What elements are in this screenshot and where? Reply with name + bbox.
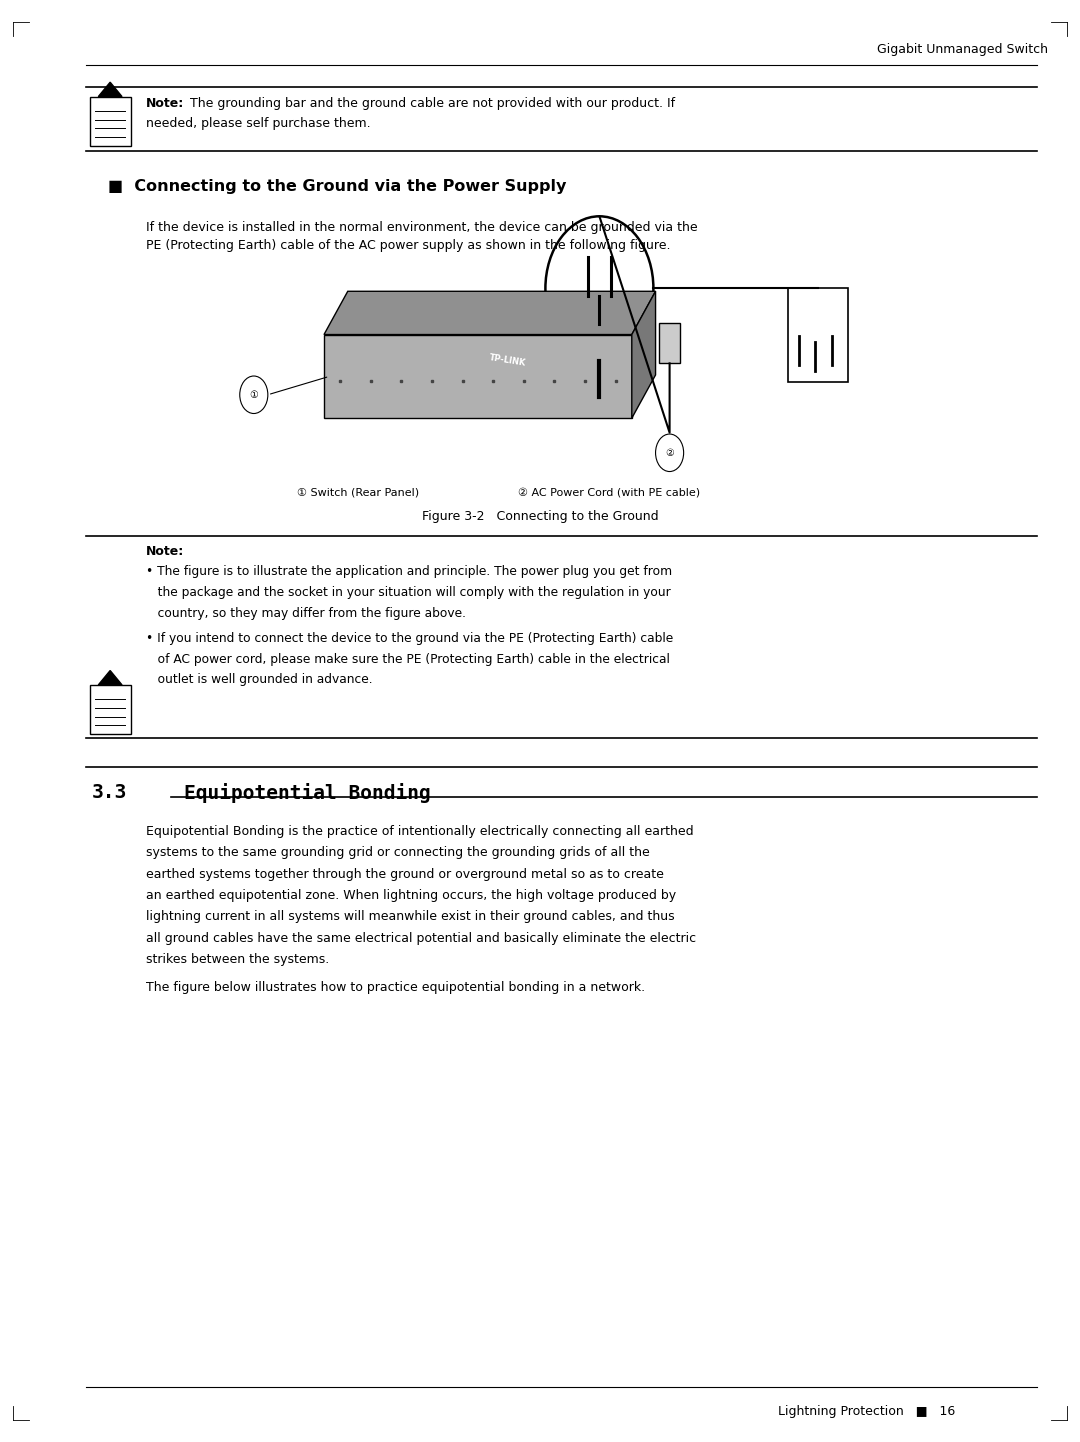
FancyBboxPatch shape <box>90 97 131 146</box>
Text: of AC power cord, please make sure the PE (Protecting Earth) cable in the electr: of AC power cord, please make sure the P… <box>146 652 670 666</box>
Text: ■  Connecting to the Ground via the Power Supply: ■ Connecting to the Ground via the Power… <box>108 179 566 193</box>
Text: earthed systems together through the ground or overground metal so as to create: earthed systems together through the gro… <box>146 868 664 881</box>
Text: ① Switch (Rear Panel): ① Switch (Rear Panel) <box>297 487 419 497</box>
Text: If the device is installed in the normal environment, the device can be grounded: If the device is installed in the normal… <box>146 221 698 234</box>
Text: Figure 3-2   Connecting to the Ground: Figure 3-2 Connecting to the Ground <box>421 510 659 523</box>
Text: • If you intend to connect the device to the ground via the PE (Protecting Earth: • If you intend to connect the device to… <box>146 632 673 645</box>
Text: Equipotential Bonding is the practice of intentionally electrically connecting a: Equipotential Bonding is the practice of… <box>146 825 693 838</box>
Text: 3.3: 3.3 <box>92 783 127 802</box>
Text: lightning current in all systems will meanwhile exist in their ground cables, an: lightning current in all systems will me… <box>146 910 674 923</box>
Text: an earthed equipotential zone. When lightning occurs, the high voltage produced : an earthed equipotential zone. When ligh… <box>146 888 676 901</box>
Text: needed, please self purchase them.: needed, please self purchase them. <box>146 117 370 130</box>
Polygon shape <box>324 335 632 418</box>
Text: ①: ① <box>249 389 258 399</box>
Text: ② AC Power Cord (with PE cable): ② AC Power Cord (with PE cable) <box>518 487 701 497</box>
Text: Note:: Note: <box>146 97 184 110</box>
Text: TP-LINK: TP-LINK <box>488 353 527 368</box>
Text: all ground cables have the same electrical potential and basically eliminate the: all ground cables have the same electric… <box>146 932 696 945</box>
Polygon shape <box>632 291 656 418</box>
Text: the package and the socket in your situation will comply with the regulation in : the package and the socket in your situa… <box>146 585 671 600</box>
Text: Equipotential Bonding: Equipotential Bonding <box>184 783 430 803</box>
Text: The figure below illustrates how to practice equipotential bonding in a network.: The figure below illustrates how to prac… <box>146 982 645 995</box>
Text: ②: ② <box>665 448 674 457</box>
Text: country, so they may differ from the figure above.: country, so they may differ from the fig… <box>146 607 465 620</box>
FancyBboxPatch shape <box>90 685 131 734</box>
Polygon shape <box>98 82 122 97</box>
Polygon shape <box>324 291 656 335</box>
Text: systems to the same grounding grid or connecting the grounding grids of all the: systems to the same grounding grid or co… <box>146 846 649 859</box>
Polygon shape <box>98 671 122 685</box>
Text: strikes between the systems.: strikes between the systems. <box>146 953 329 966</box>
Circle shape <box>240 376 268 414</box>
Text: • The figure is to illustrate the application and principle. The power plug you : • The figure is to illustrate the applic… <box>146 565 672 578</box>
Circle shape <box>656 434 684 472</box>
Text: PE (Protecting Earth) cable of the AC power supply as shown in the following fig: PE (Protecting Earth) cable of the AC po… <box>146 239 671 252</box>
Text: The grounding bar and the ground cable are not provided with our product. If: The grounding bar and the ground cable a… <box>186 97 675 110</box>
FancyBboxPatch shape <box>659 323 680 363</box>
Text: Lightning Protection   ■   16: Lightning Protection ■ 16 <box>778 1405 955 1417</box>
Text: Gigabit Unmanaged Switch: Gigabit Unmanaged Switch <box>877 43 1048 56</box>
Circle shape <box>545 216 653 360</box>
Text: outlet is well grounded in advance.: outlet is well grounded in advance. <box>146 673 373 686</box>
FancyBboxPatch shape <box>788 288 848 382</box>
Text: Note:: Note: <box>146 545 184 558</box>
